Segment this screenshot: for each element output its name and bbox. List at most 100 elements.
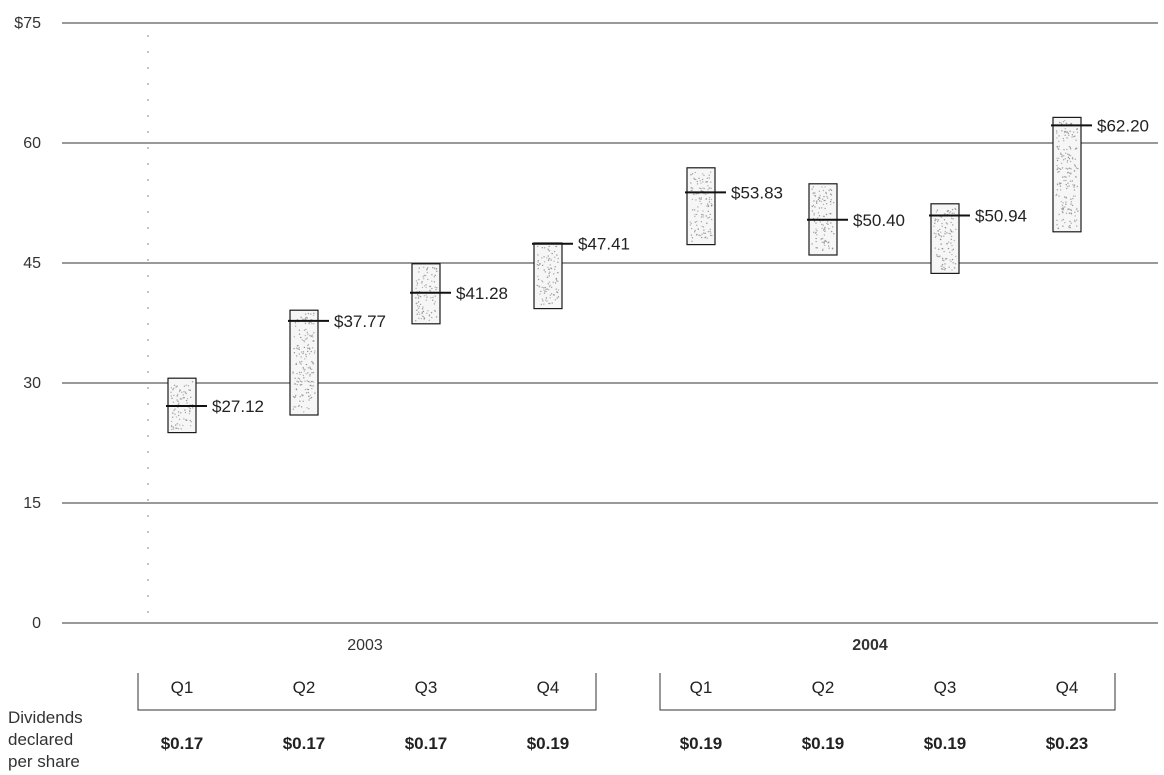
texture-dot: [311, 372, 313, 374]
texture-dot: [171, 416, 174, 418]
texture-dot: [823, 195, 825, 198]
texture-dot: [941, 268, 944, 270]
texture-dot: [695, 178, 697, 181]
texture-dot: [708, 216, 711, 219]
close-price-label: $62.20: [1097, 116, 1149, 135]
texture-dot: [824, 199, 826, 202]
texture-dot: [1070, 222, 1073, 224]
texture-dot: [307, 388, 310, 391]
texture-dot: [422, 310, 425, 313]
texture-dot: [691, 198, 694, 201]
close-price-label: $27.12: [212, 397, 264, 416]
texture-dot: [936, 255, 939, 257]
texture-dot: [812, 231, 815, 234]
texture-dot: [949, 233, 951, 235]
texture-dot: [186, 398, 189, 400]
texture-dot: [1074, 135, 1076, 137]
texture-dot: [546, 288, 548, 290]
texture-dot: [313, 312, 315, 314]
texture-dot: [1074, 220, 1076, 223]
texture-dot: [1073, 185, 1075, 187]
texture-dot: [179, 398, 182, 400]
texture-dot: [307, 380, 310, 383]
texture-dot: [549, 264, 551, 266]
texture-dot: [183, 418, 185, 420]
texture-dot: [309, 394, 312, 396]
texture-dot: [1075, 219, 1078, 221]
texture-dot: [178, 390, 181, 393]
texture-dot: [939, 238, 942, 241]
texture-dot: [311, 347, 314, 349]
texture-dot: [695, 224, 698, 227]
quarter-label: Q2: [293, 678, 316, 697]
texture-dot: [690, 234, 693, 236]
texture-dot: [694, 215, 696, 218]
texture-dot: [171, 397, 173, 400]
texture-dot: [170, 395, 173, 397]
texture-dot: [557, 280, 559, 283]
texture-dot: [952, 262, 954, 264]
texture-dot: [1075, 139, 1077, 141]
texture-dot: [938, 248, 940, 251]
texture-dot: [706, 222, 708, 224]
texture-dot: [1065, 167, 1067, 170]
texture-dot: [305, 318, 307, 321]
texture-dot: [313, 340, 315, 342]
texture-dot: [1059, 152, 1062, 154]
texture-dot: [935, 235, 937, 237]
texture-dot: [415, 297, 417, 299]
texture-dot: [427, 310, 429, 312]
texture-dot: [702, 210, 704, 212]
texture-dot: [705, 215, 707, 217]
texture-dot: [300, 371, 302, 374]
texture-dot: [1067, 153, 1069, 155]
texture-dot: [824, 186, 826, 188]
texture-dot: [433, 309, 436, 312]
texture-dot: [827, 242, 829, 244]
texture-dot: [311, 385, 313, 387]
texture-dot: [811, 205, 813, 208]
texture-dot: [1066, 148, 1068, 151]
texture-dot: [1072, 195, 1075, 197]
texture-dot: [936, 254, 938, 256]
texture-dot: [417, 297, 420, 299]
texture-dot: [417, 311, 420, 313]
texture-dot: [690, 222, 693, 225]
texture-dot: [944, 267, 947, 270]
texture-dot: [170, 425, 173, 427]
texture-dot: [1065, 152, 1067, 154]
texture-dot: [1059, 168, 1062, 170]
texture-dot: [815, 231, 817, 234]
texture-dot: [1067, 156, 1070, 159]
texture-dot: [549, 302, 551, 305]
texture-dot: [548, 272, 550, 275]
texture-dot: [176, 385, 178, 387]
texture-dot: [294, 322, 297, 324]
texture-dot: [710, 198, 713, 201]
texture-dot: [1068, 167, 1070, 170]
texture-dot: [947, 209, 949, 212]
texture-dot: [946, 223, 948, 225]
texture-dot: [548, 285, 551, 288]
texture-dot: [702, 216, 704, 218]
texture-dot: [709, 213, 711, 216]
texture-dot: [1057, 167, 1059, 169]
texture-dot: [953, 239, 956, 242]
texture-dot: [416, 313, 418, 315]
texture-dot: [300, 383, 303, 386]
texture-dot: [825, 191, 827, 194]
texture-dot: [1070, 201, 1073, 203]
texture-dot: [1067, 172, 1069, 174]
texture-dot: [421, 282, 423, 284]
texture-dot: [948, 232, 950, 235]
texture-dot: [823, 234, 826, 236]
texture-dot: [947, 247, 950, 250]
texture-dot: [1071, 204, 1074, 207]
texture-dot: [429, 289, 431, 291]
dividend-value: $0.19: [680, 734, 723, 753]
texture-dot: [544, 271, 547, 273]
texture-dot: [1074, 211, 1076, 213]
texture-dot: [707, 230, 710, 233]
texture-dot: [825, 213, 828, 216]
texture-dot: [709, 228, 711, 230]
